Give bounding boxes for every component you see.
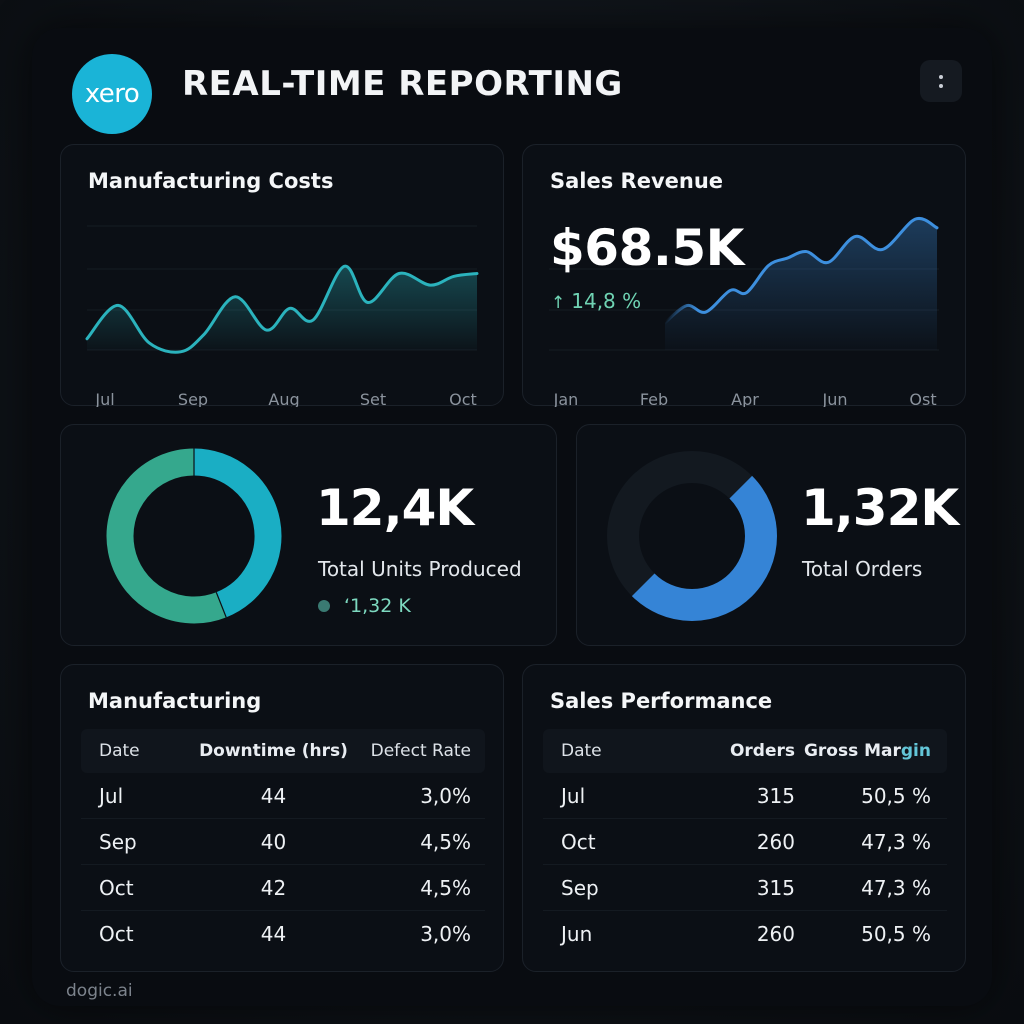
cell-date: Jun: [561, 922, 593, 946]
table-header: Date Downtime (hrs) Defect Rate: [81, 729, 485, 773]
x-tick-label: Sep: [178, 390, 208, 407]
cell-date: Oct: [99, 875, 134, 900]
card-title: Sales Revenue: [550, 169, 724, 193]
watermark: dogic.ai: [66, 981, 133, 1001]
table-row[interactable]: Oct 42 4,5%: [81, 865, 485, 911]
x-tick-label: Jul: [94, 390, 114, 407]
gross-margin-text: Gross Mar: [803, 741, 901, 761]
donut-segment-orders: [631, 475, 777, 621]
logo-text: xero: [84, 79, 140, 109]
column-header-orders[interactable]: Orders: [729, 741, 795, 761]
x-tick-label: Set: [360, 390, 386, 407]
x-tick-label: Jun: [822, 390, 848, 407]
table-header: Date Orders Gross Margin: [543, 729, 947, 773]
page-title: REAL-TIME REPORTING: [182, 64, 623, 104]
cell-downtime: 44: [260, 783, 287, 808]
area-fill: [665, 218, 937, 350]
gross-margin-text-accent: gin: [900, 741, 931, 761]
table-row[interactable]: Sep 315 47,3 %: [543, 865, 947, 911]
total-orders-value: 1,32K: [801, 479, 959, 537]
card-title: Sales Performance: [550, 689, 773, 713]
delta-value: 14,8 %: [571, 289, 642, 313]
xero-logo[interactable]: xero: [72, 54, 152, 134]
units-donut-chart: [106, 448, 282, 624]
column-header-defect-rate[interactable]: Defect Rate: [370, 741, 471, 761]
arrow-up-icon: ↑: [551, 293, 566, 313]
table-row[interactable]: Jun 260 50,5 %: [543, 911, 947, 957]
units-produced-label: Total Units Produced: [318, 557, 522, 581]
manufacturing-costs-card: Manufacturing Costs Jul Sep Aug Set Oct: [60, 144, 504, 407]
column-header-date[interactable]: Date: [99, 741, 140, 761]
card-title: Manufacturing Costs: [88, 169, 334, 193]
cell-defect-rate: 4,5%: [420, 829, 471, 854]
legend-value: ‘1,32 K: [344, 595, 411, 617]
cell-date: Sep: [99, 829, 137, 854]
manufacturing-table-card: Manufacturing Date Downtime (hrs) Defect…: [60, 664, 504, 972]
sales-revenue-chart: Jan Feb Apr Jun Ost: [549, 216, 939, 407]
orders-donut-chart: [607, 451, 777, 621]
cell-defect-rate: 3,0%: [420, 783, 471, 808]
sales-revenue-value: $68.5K: [550, 219, 744, 277]
x-tick-label: Oct: [449, 390, 477, 407]
donut-segment-teal: [193, 448, 282, 618]
table-row[interactable]: Oct 260 47,3 %: [543, 819, 947, 865]
sales-performance-table: Date Orders Gross Margin Jul 315 50,5 % …: [543, 729, 947, 957]
cell-orders: 315: [756, 783, 795, 808]
total-orders-card: 1,32K Total Orders: [576, 424, 966, 646]
cell-date: Oct: [99, 922, 134, 946]
dashboard-frame: xero REAL-TIME REPORTING Manufacturing C…: [32, 28, 992, 1006]
cell-gross-margin: 47,3 %: [861, 829, 931, 854]
area-fill: [87, 266, 477, 353]
total-orders-label: Total Orders: [802, 557, 923, 581]
cell-date: Sep: [561, 875, 599, 900]
column-header-gross-margin[interactable]: Gross Margin: [795, 741, 947, 761]
x-tick-label: Apr: [731, 390, 759, 407]
more-options-button[interactable]: [920, 60, 962, 102]
sales-revenue-delta: ↑ 14,8 %: [551, 289, 641, 313]
cell-defect-rate: 3,0%: [420, 922, 471, 946]
donut-segment-green: [106, 448, 227, 624]
table-row[interactable]: Jul 44 3,0%: [81, 773, 485, 819]
cell-gross-margin: 47,3 %: [861, 875, 931, 900]
table-row[interactable]: Sep 40 4,5%: [81, 819, 485, 865]
cell-gross-margin: 50,5 %: [861, 783, 931, 808]
manufacturing-table: Date Downtime (hrs) Defect Rate Jul 44 3…: [81, 729, 485, 957]
manufacturing-costs-chart: Jul Sep Aug Set Oct: [85, 225, 479, 407]
series-line: [85, 264, 479, 354]
column-header-downtime[interactable]: Downtime (hrs): [199, 741, 348, 761]
x-tick-label: Aug: [268, 390, 299, 407]
sales-revenue-card: Sales Revenue Jan Feb Apr Jun Ost $68.5K ↑ 14…: [522, 144, 966, 407]
cell-downtime: 42: [260, 875, 287, 900]
x-tick-label: Ost: [909, 390, 936, 407]
legend-dot-icon: [318, 600, 330, 612]
cell-downtime: 44: [260, 922, 287, 946]
cell-date: Jul: [99, 783, 124, 808]
units-legend: ‘1,32 K: [318, 595, 411, 617]
donut-separator: [215, 592, 227, 618]
cell-orders: 260: [756, 922, 795, 946]
column-header-date[interactable]: Date: [561, 741, 602, 761]
x-tick-label: Jan: [553, 390, 579, 407]
table-row[interactable]: Oct 44 3,0%: [81, 911, 485, 957]
cell-defect-rate: 4,5%: [420, 875, 471, 900]
table-row[interactable]: Jul 315 50,5 %: [543, 773, 947, 819]
more-vertical-icon-dot: [939, 83, 943, 88]
cell-date: Jul: [561, 783, 586, 808]
cell-orders: 315: [756, 875, 795, 900]
cell-date: Oct: [561, 829, 596, 854]
sales-performance-card: Sales Performance Date Orders Gross Marg…: [522, 664, 966, 972]
units-produced-card: 12,4K Total Units Produced ‘1,32 K: [60, 424, 557, 646]
cell-orders: 260: [756, 829, 795, 854]
header: xero REAL-TIME REPORTING: [32, 28, 992, 138]
more-vertical-icon: [939, 74, 943, 79]
x-tick-label: Feb: [640, 390, 668, 407]
cell-downtime: 40: [260, 829, 287, 854]
card-title: Manufacturing: [88, 689, 262, 713]
units-produced-value: 12,4K: [316, 479, 474, 537]
cell-gross-margin: 50,5 %: [861, 922, 931, 946]
